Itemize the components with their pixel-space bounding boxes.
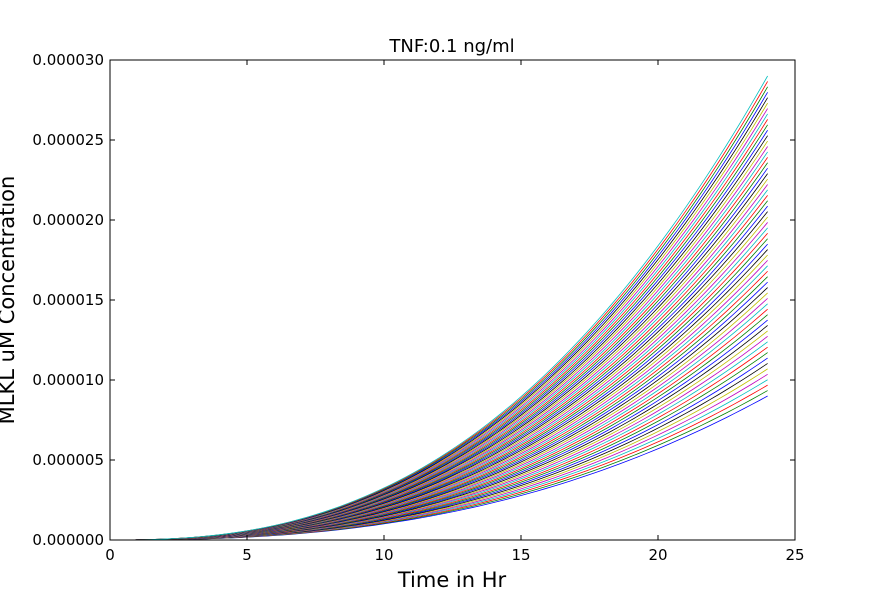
series-line [110, 270, 768, 541]
series-line [110, 308, 768, 541]
y-tick-label: 0.000005 [32, 451, 104, 469]
series-line [109, 92, 768, 541]
x-tick-label: 15 [511, 546, 530, 564]
x-tick-label: 25 [785, 546, 804, 564]
series-line [109, 162, 768, 541]
y-tick-label: 0.000015 [32, 291, 104, 309]
series-group [109, 75, 768, 541]
x-tick-label: 0 [105, 546, 115, 564]
y-tick-label: 0.000020 [32, 211, 104, 229]
y-tick-label: 0.000010 [32, 371, 104, 389]
chart-title: TNF:0.1 ng/ml [388, 36, 514, 57]
x-tick-label: 10 [374, 546, 393, 564]
ticks-group: 0 5 10 15 20 25 0.000000 0.000005 0.000010 0.0000… [32, 51, 804, 564]
y-tick-label: 0.000030 [32, 51, 104, 69]
x-axis-label: Time in Hr [397, 568, 507, 592]
series-line [110, 373, 768, 541]
x-tick-label: 5 [242, 546, 252, 564]
plot-frame [109, 59, 796, 541]
series-line [109, 75, 768, 541]
x-tick-label: 20 [648, 546, 667, 564]
y-tick-label: 0.000000 [32, 531, 104, 549]
y-axis-label: MLKL uM Concentration [0, 176, 19, 425]
series-line [109, 200, 768, 541]
y-tick-label: 0.000025 [32, 131, 104, 149]
